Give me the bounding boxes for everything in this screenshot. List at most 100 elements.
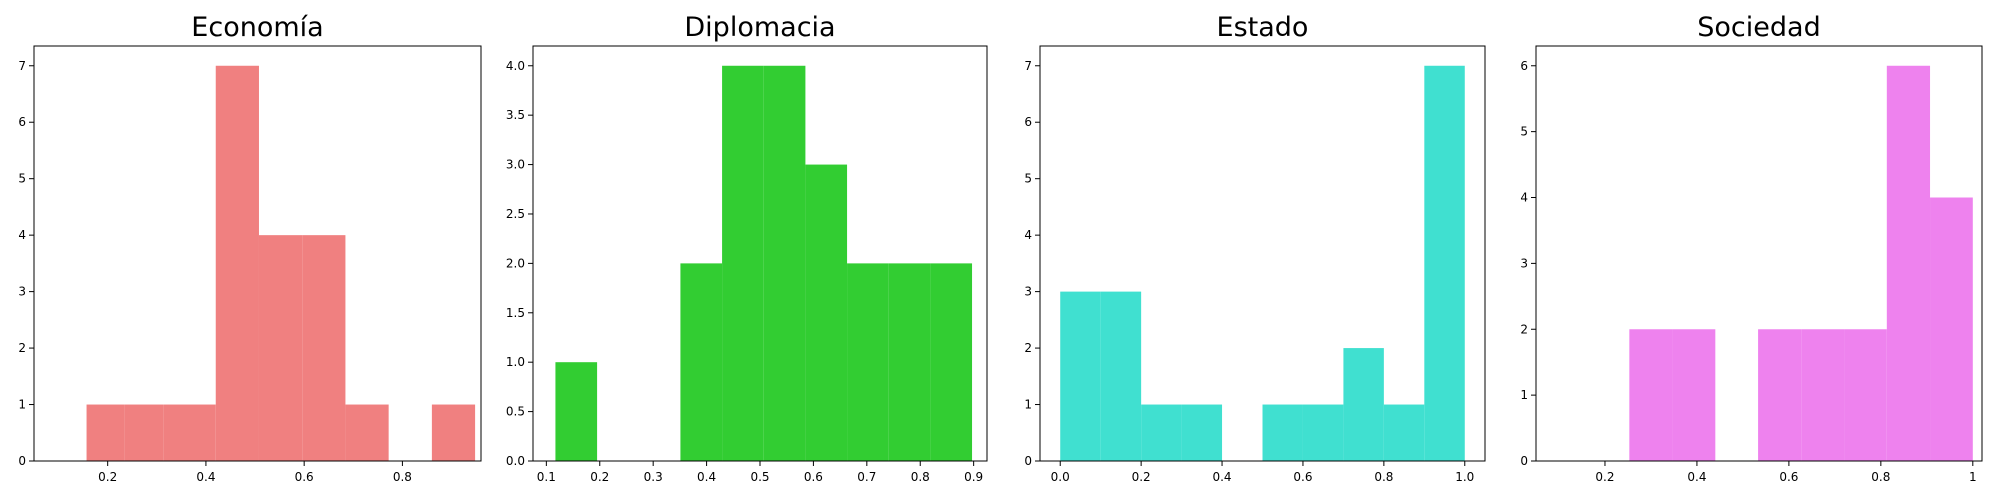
histogram-bar [302, 235, 346, 461]
histogram-bar [763, 65, 806, 461]
x-tick-label: 0.2 [590, 470, 609, 484]
x-tick-label: 0.3 [644, 470, 663, 484]
x-tick-label: 0.2 [1132, 470, 1151, 484]
y-tick-label: 4.0 [506, 59, 525, 73]
histogram-bar [847, 263, 889, 461]
y-tick-label: 5 [18, 172, 26, 186]
x-tick-label: 0.5 [750, 470, 769, 484]
histogram-bar [1886, 65, 1931, 461]
y-tick-label: 1 [1520, 388, 1528, 402]
chart-title: Diplomacia [684, 12, 835, 43]
y-tick-label: 5 [1520, 125, 1528, 139]
y-tick-label: 7 [1024, 59, 1032, 73]
histogram-bar [1060, 291, 1101, 461]
y-tick-label: 2 [18, 341, 26, 355]
histogram-bar [431, 404, 476, 461]
histogram-bar [722, 65, 764, 461]
x-tick-label: 1.0 [1455, 470, 1474, 484]
histogram-bar [345, 404, 389, 461]
x-tick-label: 0.4 [697, 470, 716, 484]
x-tick-label: 0.9 [964, 470, 983, 484]
histogram-panel-2: 0.1 0.2 0.3 0.4 0.5 0.6 0.7 0.8 0.9 0.0 0.5 1.0 1.5 2… [506, 12, 988, 484]
histogram-bar [1383, 404, 1425, 461]
histogram-bar [1629, 329, 1673, 461]
x-tick-label: 0.4 [1212, 470, 1231, 484]
x-tick-label: 0.2 [98, 470, 117, 484]
x-tick-label: 0.4 [196, 470, 215, 484]
x-tick-label: 0.6 [295, 470, 314, 484]
y-tick-label: 5 [1024, 172, 1032, 186]
histogram-bar [124, 404, 164, 461]
y-tick-label: 1.0 [506, 355, 525, 369]
y-tick-label: 4 [1520, 191, 1528, 205]
y-tick-label: 0 [18, 454, 26, 468]
histogram-bar [1424, 65, 1465, 461]
y-tick-label: 3 [18, 285, 26, 299]
y-tick-label: 3 [1520, 256, 1528, 270]
y-tick-label: 3.5 [506, 108, 525, 122]
y-tick-label: 3.0 [506, 158, 525, 172]
x-tick-label: 0.4 [1687, 470, 1706, 484]
chart-title: Estado [1217, 12, 1309, 43]
y-tick-label: 2.5 [506, 207, 525, 221]
y-tick-label: 7 [18, 59, 26, 73]
histogram-bar [1672, 329, 1716, 461]
histogram-bar [1930, 197, 1973, 461]
x-tick-label: 0.7 [857, 470, 876, 484]
histogram-bar [1302, 404, 1344, 461]
histogram-bar [258, 235, 303, 461]
y-tick-label: 6 [1520, 59, 1528, 73]
y-tick-label: 0 [1024, 454, 1032, 468]
chart-title: Economía [191, 12, 323, 43]
y-tick-label: 2 [1520, 322, 1528, 336]
x-tick-label: 0.8 [911, 470, 930, 484]
histogram-bar [1262, 404, 1303, 461]
x-tick-label: 0.8 [1374, 470, 1393, 484]
y-tick-label: 2.0 [506, 256, 525, 270]
axes-frame [33, 45, 482, 462]
y-tick-label: 0.0 [506, 454, 525, 468]
y-tick-label: 1.5 [506, 306, 525, 320]
histogram-bar [1100, 291, 1142, 461]
histogram-bar [86, 404, 125, 461]
histogram-bar [1758, 329, 1802, 461]
histogram-panel-4: 0.2 0.4 0.6 0.8 1 0 1 2 3 4 5 6 Sociedad [1520, 12, 1983, 484]
y-tick-label: 4 [1024, 228, 1032, 242]
histogram-bar [1141, 404, 1182, 461]
histogram-bar [805, 164, 848, 462]
histogram-panel-3: 0.0 0.2 0.4 0.6 0.8 1.0 0 1 2 3 4 5 6 7 Estado [1024, 12, 1486, 484]
chart-title: Sociedad [1697, 12, 1820, 43]
histogram-bar [888, 263, 931, 461]
x-tick-label: 0.2 [1595, 470, 1614, 484]
x-tick-label: 0.6 [804, 470, 823, 484]
x-tick-label: 0.8 [1871, 470, 1890, 484]
histogram-bar [1801, 329, 1845, 461]
y-tick-label: 0.5 [506, 405, 525, 419]
x-tick-label: 0.6 [1293, 470, 1312, 484]
x-tick-label: 1 [1969, 470, 1977, 484]
histogram-bar [1343, 348, 1384, 461]
histogram-bar [163, 404, 216, 461]
histogram-bar [680, 263, 723, 461]
x-tick-label: 0.6 [1779, 470, 1798, 484]
x-tick-label: 0.0 [1051, 470, 1070, 484]
x-tick-label: 0.8 [393, 470, 412, 484]
x-tick-label: 0.1 [537, 470, 556, 484]
axes-frame [1039, 45, 1486, 462]
y-tick-label: 1 [18, 398, 26, 412]
y-tick-label: 0 [1520, 454, 1528, 468]
y-tick-label: 4 [18, 228, 26, 242]
histogram-bar [930, 263, 973, 461]
histogram-bar [1181, 404, 1223, 461]
histogram-panel-1: 0.2 0.4 0.6 0.8 0 1 2 3 4 5 6 7 Economía [18, 12, 482, 484]
y-tick-label: 6 [18, 115, 26, 129]
y-tick-label: 3 [1024, 285, 1032, 299]
histogram-bar [215, 65, 259, 461]
histogram-bar [555, 362, 598, 461]
histogram-bar [1844, 329, 1887, 461]
y-tick-label: 6 [1024, 115, 1032, 129]
axes-frame [1535, 45, 1983, 462]
y-tick-label: 1 [1024, 398, 1032, 412]
y-tick-label: 2 [1024, 341, 1032, 355]
